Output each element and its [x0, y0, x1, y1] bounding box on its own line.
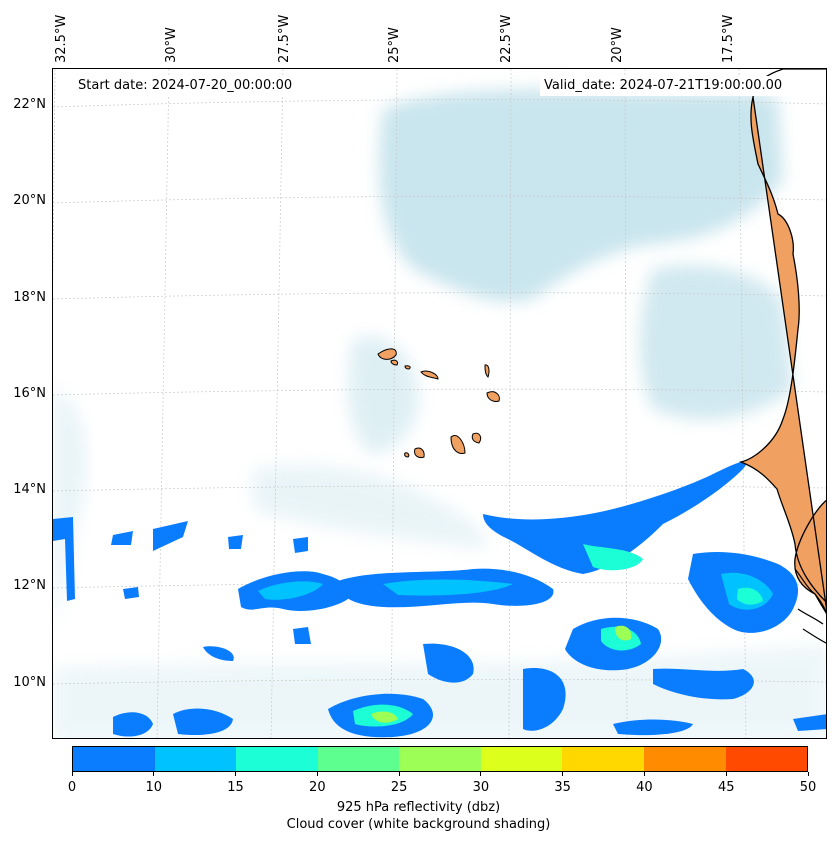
parallel-22n	[53, 99, 826, 108]
reflectivity-layer	[53, 461, 826, 738]
meridian-27-5w	[270, 69, 284, 738]
colorbar-tick	[480, 772, 482, 776]
colorbar-tick-label: 15	[227, 780, 244, 795]
island-brava	[404, 452, 410, 458]
lon-label-32-5w: 32.5°W	[54, 14, 69, 63]
reflectivity-cell	[153, 521, 188, 551]
island-santa-luzia	[404, 365, 411, 370]
land-africa	[738, 69, 826, 614]
lon-label-27-5w: 27.5°W	[277, 14, 292, 63]
reflectivity-cluster-lower-west-core	[258, 581, 323, 600]
island-fogo	[414, 447, 425, 458]
reflectivity-colorbar	[72, 746, 808, 772]
island-sao-vicente	[390, 359, 398, 366]
colorbar-seg-40-45	[643, 747, 726, 771]
valid-date-banner: Valid_date: 2024-07-21T19:00:00.00	[540, 76, 814, 96]
colorbar-tick	[235, 772, 237, 776]
reflectivity-cell	[293, 537, 308, 553]
reflectivity-band-central	[483, 461, 747, 574]
lon-label-25w: 25°W	[387, 27, 402, 63]
colorbar-seg-35-40	[562, 747, 644, 771]
colorbar-tick	[398, 772, 400, 776]
colorbar-tick	[71, 772, 73, 776]
lon-label-30w: 30°W	[164, 27, 179, 63]
cloud-region-west	[53, 389, 87, 629]
map-canvas	[53, 69, 826, 738]
lon-label-22-5w: 22.5°W	[499, 14, 514, 63]
cloud-region-east	[639, 265, 793, 420]
cloud-region-north	[379, 89, 783, 302]
reflectivity-cell	[123, 587, 139, 599]
reflectivity-cluster-east-peak	[737, 587, 763, 605]
cloud-region-central	[253, 465, 486, 549]
colorbar-seg-30-35	[480, 747, 563, 771]
cloud-cover-layer	[53, 89, 826, 738]
colorbar-seg-20-25	[317, 747, 400, 771]
reflectivity-cell	[203, 646, 234, 661]
lat-label-16n: 16°N	[13, 386, 46, 401]
colorbar-tick	[807, 772, 809, 776]
colorbar-tick-label: 50	[799, 780, 817, 795]
colorbar-tick-label: 20	[309, 780, 326, 795]
lat-label-18n: 18°N	[13, 290, 46, 305]
reflectivity-band-west	[53, 517, 75, 601]
colorbar-seg-0-10	[73, 747, 155, 771]
colorbar-tick-label: 10	[145, 780, 163, 795]
colorbar-subtitle: Cloud cover (white background shading)	[286, 817, 551, 832]
island-boa-vista	[486, 391, 500, 402]
colorbar-tick-label: 45	[717, 780, 735, 795]
reflectivity-cluster-southwest	[113, 712, 153, 737]
island-sal	[484, 364, 490, 378]
colorbar-tick	[725, 772, 727, 776]
colorbar-tick-label: 30	[472, 780, 490, 795]
parallel-20n	[53, 195, 826, 204]
reflectivity-cluster-southwest-2	[173, 708, 233, 736]
reflectivity-cluster-south	[523, 668, 566, 731]
meridian-30w	[156, 69, 170, 738]
reflectivity-cluster-south-central-big-peak	[371, 711, 398, 723]
colorbar-tick-label: 0	[67, 780, 77, 795]
parallel-18n	[53, 292, 826, 300]
start-date-banner: Start date: 2024-07-20_00:00:00	[74, 76, 324, 96]
colorbar-tick	[153, 772, 155, 776]
colorbar-seg-15-20	[236, 747, 318, 771]
reflectivity-band-central-core	[583, 544, 643, 571]
reflectivity-cluster-southcentral-peak	[615, 625, 632, 641]
reflectivity-cell	[293, 627, 311, 644]
island-maio	[471, 432, 482, 444]
cape-verde-islands	[377, 348, 500, 458]
lat-label-12n: 12°N	[13, 578, 46, 593]
reflectivity-cluster-south-2	[423, 643, 474, 683]
colorbar-tick-label: 40	[636, 780, 653, 795]
reflectivity-cell	[228, 535, 243, 549]
lon-label-20w: 20°W	[610, 27, 625, 63]
island-santiago	[450, 435, 466, 454]
colorbar-tick	[643, 772, 645, 776]
reflectivity-cell	[793, 714, 826, 731]
cloud-region-cape-verde	[348, 336, 419, 454]
coastline-guinea	[794, 568, 826, 644]
island-sao-nicolau	[420, 370, 439, 380]
colorbar-seg-45-50	[725, 747, 808, 771]
parallel-16n	[53, 388, 826, 396]
colorbar-seg-25-30	[399, 747, 481, 771]
reflectivity-cluster-south-3	[653, 668, 754, 700]
reflectivity-cluster-center-core	[383, 579, 513, 596]
reflectivity-cell	[111, 531, 133, 545]
colorbar-tick	[316, 772, 318, 776]
lat-label-20n: 20°N	[13, 193, 46, 208]
island-santo-antao	[377, 348, 397, 360]
colorbar-tick	[562, 772, 564, 776]
colorbar-tick-label: 35	[554, 780, 571, 795]
colorbar-tick-label: 25	[390, 780, 408, 795]
lon-label-17-5w: 17.5°W	[721, 14, 736, 63]
map-panel[interactable]	[52, 68, 827, 739]
lat-label-22n: 22°N	[13, 97, 46, 112]
reflectivity-cluster-southeast	[613, 719, 693, 736]
colorbar-title: 925 hPa reflectivity (dbz)	[336, 800, 501, 815]
colorbar-seg-10-15	[154, 747, 237, 771]
lat-label-14n: 14°N	[13, 482, 46, 497]
lat-label-10n: 10°N	[13, 675, 46, 690]
